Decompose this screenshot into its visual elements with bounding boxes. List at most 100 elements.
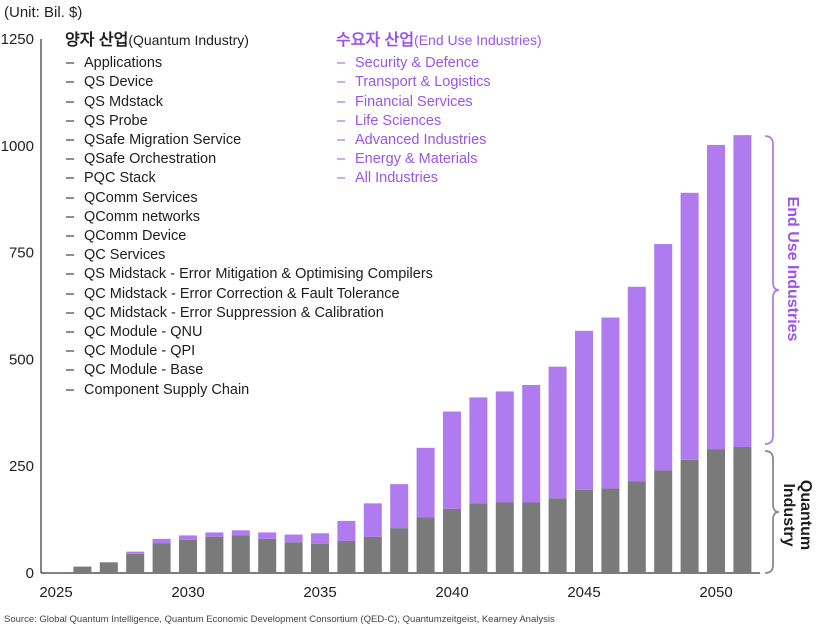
- bar-end-use-industries: [522, 385, 541, 503]
- x-tick-label: 2050: [699, 584, 732, 601]
- bar-quantum-industry: [152, 543, 171, 573]
- legend-quantum-title-kr: 양자 산업: [65, 32, 129, 49]
- bar-quantum-industry: [390, 528, 409, 573]
- y-tick-label: 500: [9, 351, 34, 368]
- end-use-legend-item: Life Sciences: [337, 112, 542, 131]
- brace-label-end-use: End Use Industries: [784, 196, 801, 342]
- quantum-legend-item: QComm Services: [66, 189, 433, 208]
- bar-end-use-industries: [443, 411, 461, 509]
- y-tick-label: 1000: [1, 138, 34, 155]
- bar-quantum-industry: [469, 503, 488, 573]
- bar-end-use-industries: [258, 532, 277, 539]
- bar-end-use-industries: [126, 551, 145, 554]
- quantum-legend-item: QComm Device: [66, 227, 433, 246]
- y-tick-label: 0: [26, 565, 34, 582]
- end-use-legend-item: Transport & Logistics: [337, 73, 542, 92]
- bar-end-use-industries: [363, 503, 382, 537]
- legend-end-use-title: 수요자 산업(End Use Industries): [336, 31, 542, 51]
- y-tick-label: 250: [9, 458, 34, 475]
- bar-quantum-industry: [258, 538, 277, 573]
- bar-quantum-industry: [627, 481, 646, 573]
- bar-quantum-industry: [601, 488, 620, 573]
- quantum-legend-item: QC Midstack - Error Suppression & Calibr…: [66, 304, 433, 323]
- end-use-legend-item: All Industries: [337, 169, 542, 188]
- bar-end-use-industries: [627, 286, 646, 482]
- bar-end-use-industries: [733, 135, 752, 447]
- bar-end-use-industries: [205, 532, 224, 537]
- quantum-legend-item: Applications: [66, 54, 433, 73]
- end-use-legend-item: Financial Services: [337, 93, 542, 112]
- bar-quantum-industry: [575, 489, 593, 573]
- bar-quantum-industry: [126, 553, 145, 573]
- bar-end-use-industries: [337, 520, 356, 541]
- bar-end-use-industries: [284, 534, 303, 543]
- legend-end-use-title-kr: 수요자 산업: [336, 32, 415, 49]
- bar-quantum-industry: [363, 536, 382, 573]
- bar-quantum-industry: [337, 540, 356, 573]
- bar-quantum-industry: [654, 470, 673, 573]
- bars-group: [47, 135, 752, 573]
- quantum-legend-item: QC Services: [66, 246, 433, 265]
- bar-quantum-industry: [707, 449, 725, 573]
- x-axis-ticks: 2025 2030 2035 2040 2045 2050: [39, 584, 732, 601]
- bar-end-use-industries: [575, 330, 593, 490]
- quantum-legend-item: QS Probe: [66, 112, 433, 131]
- bar-end-use-industries: [548, 366, 567, 499]
- source-note: Source: Global Quantum Intelligence, Qua…: [4, 614, 555, 625]
- bar-end-use-industries: [601, 317, 620, 489]
- bar-end-use-industries: [311, 533, 329, 544]
- brace-quantum: [764, 450, 780, 574]
- quantum-legend-item: QC Module - QNU: [66, 323, 433, 342]
- bar-quantum-industry: [416, 517, 435, 573]
- bar-end-use-industries: [707, 144, 725, 450]
- bar-quantum-industry: [495, 502, 514, 573]
- brace-label-quantum: Quantum Industry: [780, 479, 814, 551]
- quantum-legend-item: PQC Stack: [66, 169, 433, 188]
- legend-end-use-items: Security & DefenceTransport & LogisticsF…: [337, 54, 542, 188]
- x-tick-label: 2035: [303, 584, 336, 601]
- bar-quantum-industry: [284, 542, 303, 573]
- y-tick-label: 750: [9, 245, 34, 262]
- quantum-legend-item: QSafe Migration Service: [66, 131, 433, 150]
- quantum-legend-item: QS Midstack - Error Mitigation & Optimis…: [66, 265, 433, 284]
- bar-quantum-industry: [311, 543, 329, 573]
- quantum-legend-item: QC Midstack - Error Correction & Fault T…: [66, 285, 433, 304]
- brace-end-use: [764, 135, 780, 445]
- bar-end-use-industries: [495, 391, 514, 503]
- legend-quantum-title-en: (Quantum Industry): [128, 32, 249, 48]
- bar-quantum-industry: [205, 536, 224, 573]
- x-tick-label: 2025: [39, 584, 72, 601]
- x-tick-label: 2030: [171, 584, 204, 601]
- legend-quantum-title: 양자 산업(Quantum Industry): [65, 31, 433, 51]
- x-tick-label: 2045: [567, 584, 600, 601]
- end-use-legend-item: Security & Defence: [337, 54, 542, 73]
- bar-end-use-industries: [469, 397, 488, 504]
- bar-quantum-industry: [73, 566, 92, 573]
- bar-quantum-industry: [680, 459, 699, 573]
- bar-quantum-industry: [99, 562, 118, 573]
- bar-quantum-industry: [548, 498, 567, 573]
- x-tick-label: 2040: [435, 584, 468, 601]
- bar-end-use-industries: [654, 244, 673, 471]
- legend-end-use-industries: 수요자 산업(End Use Industries) Security & De…: [336, 31, 542, 189]
- quantum-legend-item: Component Supply Chain: [66, 381, 433, 400]
- bar-end-use-industries: [152, 538, 171, 544]
- bar-quantum-industry: [443, 508, 461, 573]
- y-tick-label: 1250: [1, 31, 34, 48]
- bar-quantum-industry: [733, 446, 752, 573]
- bar-end-use-industries: [680, 192, 699, 460]
- end-use-legend-item: Advanced Industries: [337, 131, 542, 150]
- quantum-legend-item: QS Device: [66, 73, 433, 92]
- quantum-legend-item: QS Mdstack: [66, 93, 433, 112]
- legend-quantum-industry: 양자 산업(Quantum Industry) ApplicationsQS D…: [65, 31, 433, 400]
- end-use-legend-item: Energy & Materials: [337, 150, 542, 169]
- bar-end-use-industries: [416, 447, 435, 518]
- y-axis-ticks: 0 250 500 750 1000 1250: [1, 31, 34, 582]
- bar-quantum-industry: [47, 572, 65, 573]
- bar-end-use-industries: [179, 535, 197, 540]
- braces-group: [764, 135, 780, 574]
- legend-quantum-items: ApplicationsQS DeviceQS MdstackQS ProbeQ…: [66, 54, 433, 400]
- bar-quantum-industry: [179, 539, 197, 573]
- quantum-legend-item: QC Module - Base: [66, 361, 433, 380]
